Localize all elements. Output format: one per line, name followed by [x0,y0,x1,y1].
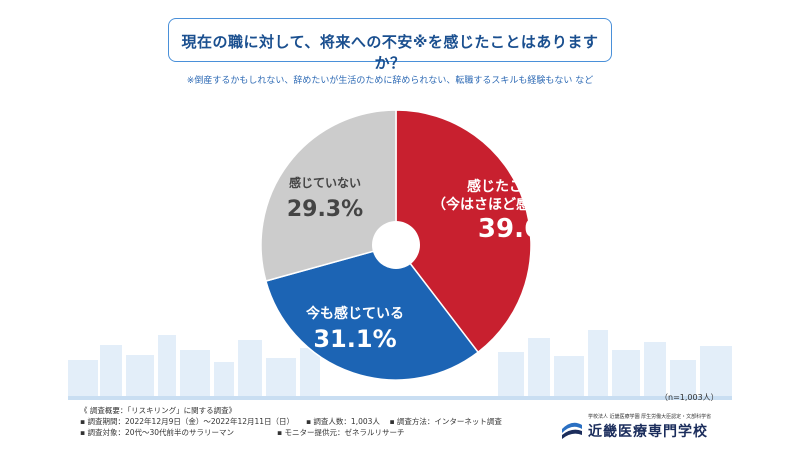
survey-summary: 《 調査概要：「リスキリング」に関する調査》 ▪ 調査期間：2022年12月9日… [80,405,502,438]
slice-value-label: 29.3% [286,197,364,222]
school-logo: 学校法人 近畿医療学園 厚生労働大臣認定・文部科学省 近畿医療専門学校 [560,413,730,443]
survey-heading: 《 調査概要：「リスキリング」に関する調査》 [80,406,237,415]
sample-size-label: （n=1,003人） [660,393,719,402]
survey-period: ▪ 調査期間：2022年12月9日（金）～2022年12月11日（日） [80,417,295,426]
title-box: 現在の職に対して、将来への不安※を感じたことはありますか？ [168,18,621,72]
slice-label-felt-before: 感じたことがある （今はさほど感じていない） 39.6% [428,178,618,244]
slice-value-label: 31.1% [313,325,397,353]
slice-label-not-felt: 感じていない 29.3% [265,174,385,222]
slice-sublabel-text: （今はさほど感じていない） [432,197,614,213]
slice-label-text: 感じたことがある [467,179,579,195]
slice-label-text: 感じていない [288,176,361,190]
school-emblem-icon [562,422,582,439]
slice-label-text: 今も感じている [306,306,404,322]
school-logo-name: 近畿医療専門学校 [588,424,708,440]
title-footnote: ※倒産するかもしれない、辞めたいが生活のために辞められない、転職するスキルも経験… [186,76,594,86]
survey-row-1: ▪ 調査期間：2022年12月9日（金）～2022年12月11日（日） ▪ 調査… [80,416,502,427]
slice-not-felt [260,109,397,282]
slice-value-label: 39.6% [477,214,569,244]
survey-method: ▪ 調査方法：インターネット調査 [389,417,502,426]
survey-provider: ▪ モニター提供元：ゼネラルリサーチ [276,428,405,437]
donut-hole [372,221,420,269]
city-skyline-background [68,330,732,400]
slice-feel-now [264,244,480,381]
chart-title: 現在の職に対して、将来への不安※を感じたことはありますか？ [181,33,599,72]
slice-felt-before [395,109,532,354]
survey-count: ▪ 調査人数：1,003人 [305,417,380,426]
school-logo-subtitle: 学校法人 近畿医療学園 厚生労働大臣認定・文部科学省 [588,414,712,420]
survey-target: ▪ 調査対象：20代～30代前半のサラリーマン [80,428,235,437]
survey-row-2: ▪ 調査対象：20代～30代前半のサラリーマン ▪ モニター提供元：ゼネラルリサ… [80,427,502,438]
slice-label-feel-now: 今も感じている 31.1% [290,303,420,353]
